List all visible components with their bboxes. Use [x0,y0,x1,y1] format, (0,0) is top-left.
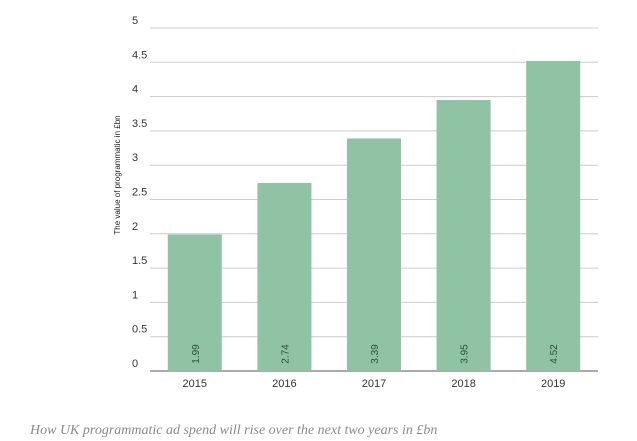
bar [347,138,401,371]
y-tick-label: 5 [132,15,138,27]
y-tick-label: 1 [132,289,138,301]
bar-chart: 1.99 2.74 3.39 3.95 4.52 0 0.5 1 1.5 2 2.5 3 3.5 4 4.… [113,15,598,390]
bar [436,100,491,371]
bar-value-label: 1.99 [191,344,202,364]
chart-area: 1.99 2.74 3.39 3.95 4.52 0 0.5 1 1.5 2 2.5 3 3.5 4 4.… [113,15,598,390]
y-tick-label: 2 [132,221,138,233]
x-tick-label: 2018 [451,378,475,390]
y-tick-label: 2.5 [132,187,147,199]
bar [526,60,581,371]
bars: 1.99 2.74 3.39 3.95 4.52 [167,60,581,371]
bar [257,183,312,371]
x-tick-label: 2016 [272,378,296,390]
x-tick-label: 2017 [362,378,386,390]
y-axis-ticks: 0 0.5 1 1.5 2 2.5 3 3.5 4 4.5 5 [132,15,147,370]
y-tick-label: 4 [132,84,138,96]
bar-value-label: 3.95 [460,344,471,364]
y-tick-label: 4.5 [132,49,147,61]
y-tick-label: 0.5 [132,324,147,336]
y-tick-label: 1.5 [132,255,147,267]
bar-value-label: 2.74 [280,344,291,364]
y-tick-label: 3 [132,152,138,164]
y-axis-title: The value of programmatic in £bn [113,115,122,234]
figure-caption: How UK programmatic ad spend will rise o… [30,423,438,438]
x-tick-label: 2015 [183,378,207,390]
x-tick-label: 2019 [541,378,565,390]
y-tick-label: 0 [132,358,138,370]
bar [167,234,222,371]
bar-value-label: 4.52 [549,344,560,364]
y-tick-label: 3.5 [132,118,147,130]
x-axis-ticks: 2015 2016 2017 2018 2019 [183,378,566,390]
bar-value-label: 3.39 [370,344,381,364]
